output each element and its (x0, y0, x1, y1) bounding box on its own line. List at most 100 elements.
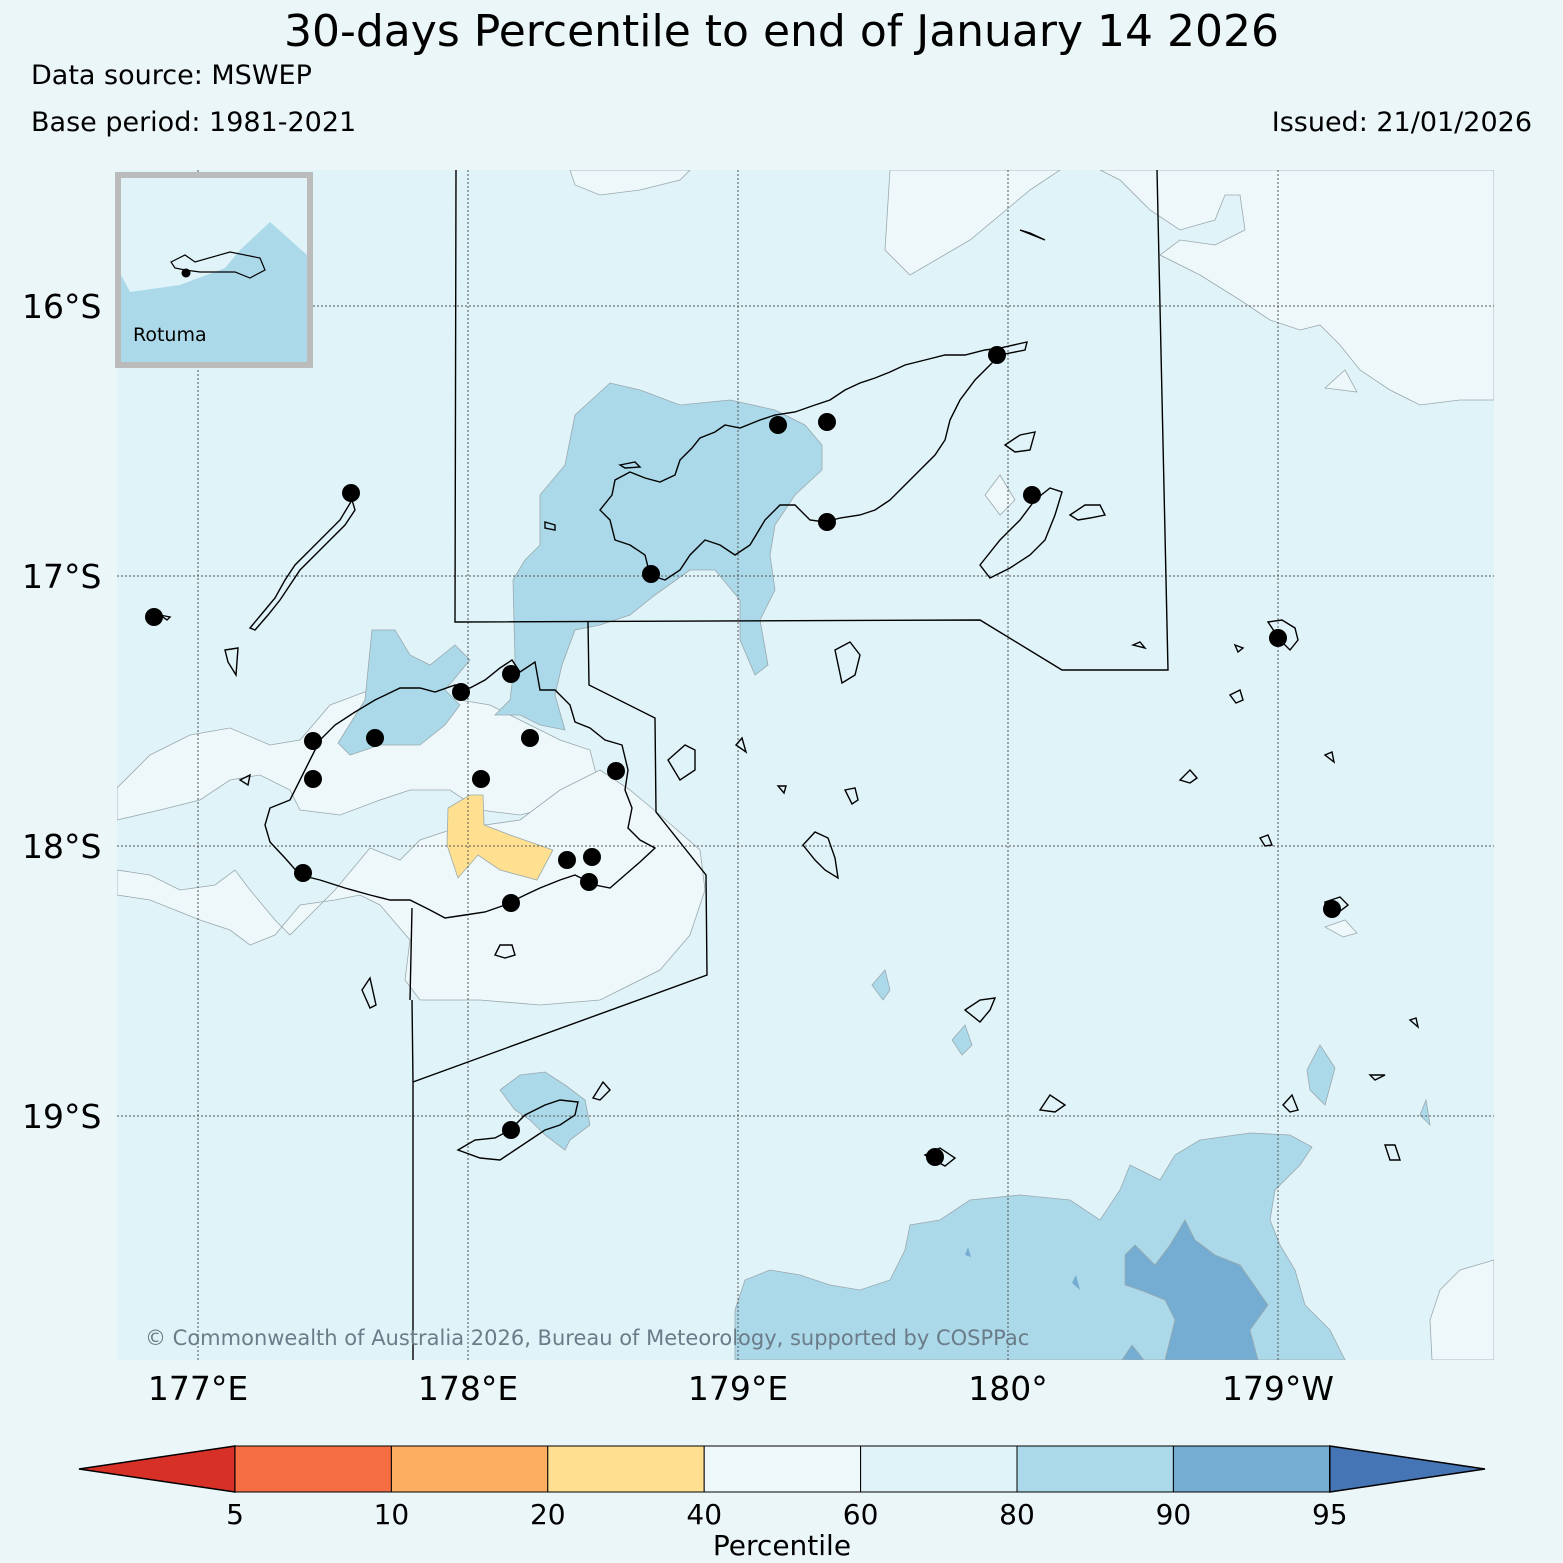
contour-40-60-north (569, 170, 691, 196)
contour-90-95-c (965, 1247, 971, 1257)
coast-yasawa (248, 498, 356, 631)
coast-vanua-levu (599, 341, 1028, 581)
lat-label-19s: 19°S (22, 1097, 101, 1136)
colorbar-tick-95: 95 (1312, 1498, 1348, 1531)
coast-ovalau (734, 736, 748, 754)
station-dot (583, 848, 601, 866)
coast-nairai (776, 785, 787, 795)
issued-date: Issued: 21/01/2026 (1271, 107, 1532, 138)
coast-cicia (1178, 768, 1199, 784)
contour-40-60-se (1429, 1259, 1494, 1360)
colorbar-tick-80: 80 (999, 1498, 1035, 1531)
contour-80-90-lau-2 (1419, 1098, 1431, 1127)
coast-yadua (544, 521, 556, 531)
colorbar-tick-40: 40 (686, 1498, 722, 1531)
coast-beqa (494, 944, 516, 959)
colorbar-80-90 (1016, 1445, 1174, 1493)
lon-label-179w: 179°W (1222, 1369, 1334, 1408)
colorbar-extend-high (1329, 1445, 1486, 1493)
colorbar-tick-20: 20 (530, 1498, 566, 1531)
station-dot (607, 762, 625, 780)
colorbar-tick-5: 5 (226, 1498, 244, 1531)
contour-80-90-lau (1306, 1044, 1336, 1106)
coast-vatulele (361, 976, 377, 1009)
station-dot (769, 416, 787, 434)
coast-lau-3 (1408, 1017, 1420, 1029)
lon-label-180: 180° (968, 1369, 1048, 1408)
colorbar-5-10 (234, 1445, 392, 1493)
coast-west-1 (159, 614, 172, 621)
contour-40-60-ne (884, 170, 1061, 276)
contour-80-90-viti-levu-north (337, 629, 471, 756)
coast-wakaya (843, 787, 859, 806)
station-dot (502, 665, 520, 683)
coast-rabi (1003, 431, 1036, 453)
coast-lau-1 (1282, 1093, 1299, 1113)
coast-viti-levu (264, 659, 657, 919)
station-dot (818, 513, 836, 531)
colorbar-tick-10: 10 (374, 1498, 410, 1531)
station-dot (342, 484, 360, 502)
coast-moala (963, 997, 997, 1023)
coast-mago (1233, 643, 1245, 654)
station-dot (502, 894, 520, 912)
coast-kadavu (456, 1099, 579, 1161)
station-dot (642, 565, 660, 583)
coast-lau-2 (1384, 1144, 1401, 1161)
map-title: 30-days Percentile to end of January 14 … (284, 6, 1279, 57)
coast-mamanuca (224, 647, 239, 678)
coast-vanua-vatu (1368, 1074, 1386, 1081)
coast-totoya (1038, 1094, 1067, 1113)
colorbar-extend-low (78, 1445, 236, 1493)
station-dot (818, 413, 836, 431)
coast-west-2 (238, 773, 251, 787)
coast-ono (591, 1080, 611, 1101)
colorbar-60-80 (860, 1445, 1018, 1493)
station-dot (304, 732, 322, 750)
rotuma-inset: Rotuma (115, 172, 313, 368)
contour-80-90-small-b (951, 1024, 973, 1056)
coast-lau-4 (1258, 834, 1273, 847)
colorbar: 5 10 20 40 60 80 90 95 Percentile (78, 1445, 1486, 1562)
contour-90-95-south (1124, 1219, 1269, 1360)
contour-80-90-kadavu (499, 1071, 591, 1151)
station-markers (145, 346, 1341, 1166)
coast-north-1 (1019, 229, 1046, 241)
colorbar-10-20 (390, 1445, 549, 1493)
coast-naitauba (1228, 689, 1244, 704)
station-dot (558, 851, 576, 869)
station-dot (1269, 629, 1287, 647)
station-dot (580, 873, 598, 891)
station-dot (502, 1121, 520, 1139)
percentile-contours (117, 170, 1494, 1360)
contour-40-60-small-1 (1324, 369, 1358, 393)
lat-label-16s: 16°S (22, 287, 101, 326)
station-dot (145, 608, 163, 626)
coastlines (159, 229, 1420, 1167)
station-dot (294, 864, 312, 882)
base-period: Base period: 1981-2021 (31, 107, 357, 138)
colorbar-tick-60: 60 (843, 1498, 879, 1531)
inset-label: Rotuma (133, 324, 207, 346)
contour-90-95-d (1072, 1275, 1080, 1290)
station-dot (304, 770, 322, 788)
contour-40-60-ne2 (1099, 170, 1494, 406)
coast-taveuni (979, 487, 1063, 579)
colorbar-20-40 (547, 1445, 705, 1493)
colorbar-title: Percentile (713, 1529, 851, 1562)
coast-lau-5 (1323, 751, 1336, 764)
colorbar-tick-90: 90 (1156, 1498, 1192, 1531)
colorbar-90-95 (1172, 1445, 1331, 1493)
station-dot (1023, 486, 1041, 504)
station-dot (988, 346, 1006, 364)
lat-label-17s: 17°S (22, 557, 101, 596)
data-source: Data source: MSWEP (31, 60, 312, 91)
contour-40-60-small-3 (984, 474, 1016, 516)
station-dot (366, 729, 384, 747)
coast-gau (667, 744, 696, 781)
coast-mali (618, 461, 642, 469)
station-dot (1323, 900, 1341, 918)
colorbar-40-60 (703, 1445, 862, 1493)
coast-qamea (1068, 504, 1107, 521)
station-dot (521, 729, 539, 747)
